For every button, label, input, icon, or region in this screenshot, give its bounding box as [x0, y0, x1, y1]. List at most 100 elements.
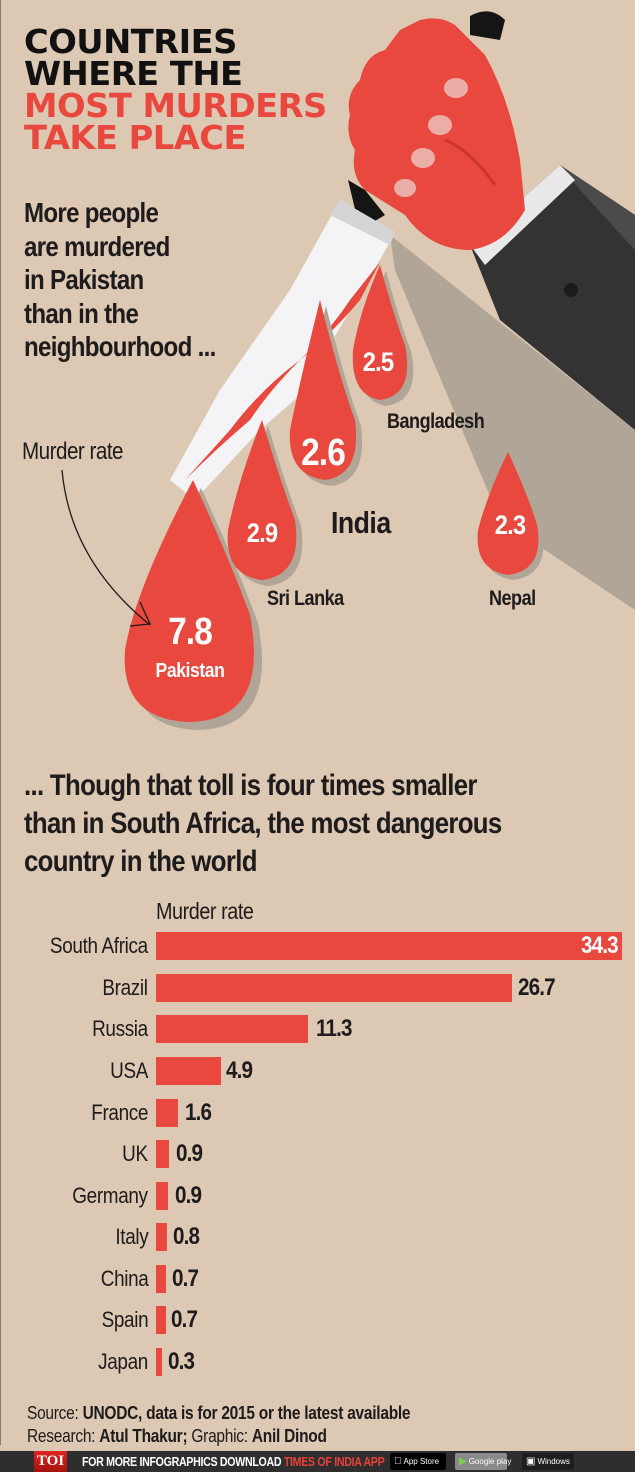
- bar: [156, 1015, 308, 1043]
- footer-banner: TOI FOR MORE INFOGRAPHICS DOWNLOAD TIMES…: [0, 1451, 635, 1472]
- section-headline: ... Though that toll is four times small…: [24, 767, 626, 881]
- source-line: Source: UNODC, data is for 2015 or the l…: [27, 1402, 411, 1425]
- bar-row: Russia 11.3: [0, 1014, 635, 1044]
- bar-value: 1.6: [185, 1099, 212, 1126]
- bar-category: South Africa: [50, 933, 148, 958]
- subtitle-line-5: neighbourhood ...: [24, 331, 216, 362]
- drop-value-nepal: 2.3: [494, 510, 526, 540]
- windows-phone-button[interactable]: ▣ Windows: [522, 1453, 574, 1470]
- left-border-rule: [0, 0, 1, 1445]
- bar-category: UK: [122, 1141, 148, 1166]
- research-line: Research: Atul Thakur; Graphic: Anil Din…: [27, 1425, 410, 1448]
- source-value: UNODC, data is for 2015 or the latest av…: [82, 1403, 411, 1423]
- bar-category: Russia: [92, 1016, 148, 1041]
- subtitle: More people are murdered in Pakistan tha…: [24, 196, 282, 364]
- drop-value-pakistan: 7.8: [168, 611, 213, 653]
- bar-category: Germany: [72, 1183, 149, 1208]
- bar-category: China: [100, 1266, 148, 1291]
- bar: [156, 1057, 221, 1085]
- drop-bangladesh: [352, 265, 408, 400]
- bar-value: 26.7: [518, 974, 556, 1001]
- drop-sri-lanka: [227, 420, 297, 580]
- murder-rate-annotation: Murder rate: [22, 438, 124, 465]
- research-label: Research:: [27, 1426, 100, 1446]
- bar-row: Spain 0.7: [0, 1305, 635, 1335]
- bar-category: Japan: [98, 1349, 148, 1374]
- bar: [156, 932, 622, 960]
- subtitle-line-2: are murdered: [24, 230, 170, 262]
- headline-line-2: than in South Africa, the most dangerous: [24, 807, 502, 840]
- bar-category: France: [91, 1100, 148, 1125]
- bar-value: 0.7: [172, 1265, 199, 1292]
- bar-value: 0.9: [175, 1182, 202, 1209]
- graphic-value: Anil Dinod: [251, 1426, 327, 1446]
- page-title: COUNTRIES WHERE THE MOST MURDERS TAKE PL…: [24, 22, 327, 157]
- toi-logo[interactable]: TOI: [34, 1451, 67, 1472]
- windows-phone-label: Windows: [537, 1457, 570, 1466]
- bar-category: Italy: [115, 1224, 148, 1249]
- bar-value: 34.3: [581, 932, 619, 959]
- sleeve-icon: [470, 165, 635, 430]
- footer-promo-text: FOR MORE INFOGRAPHICS DOWNLOAD: [82, 1454, 284, 1469]
- bar-row: South Africa 34.3: [0, 931, 635, 961]
- subtitle-line-1: More people: [24, 197, 159, 228]
- bar-value: 11.3: [316, 1015, 352, 1042]
- bar-value: 0.8: [173, 1223, 200, 1250]
- bar-value: 0.9: [176, 1140, 203, 1167]
- drop-country-sri-lanka: Sri Lanka: [267, 587, 344, 610]
- bar: [156, 974, 512, 1002]
- bar: [156, 1306, 166, 1334]
- bar: [156, 1182, 168, 1210]
- bar-row: UK 0.9: [0, 1139, 635, 1169]
- drop-value-bangladesh: 2.5: [362, 347, 394, 377]
- credits: Source: UNODC, data is for 2015 or the l…: [27, 1402, 411, 1448]
- drop-country-nepal: Nepal: [489, 587, 536, 610]
- windows-icon: ▣: [526, 1456, 536, 1467]
- research-value: Atul Thakur;: [99, 1426, 188, 1446]
- headline-line-3: country in the world: [24, 845, 257, 878]
- title-line-2: WHERE THE: [24, 54, 243, 93]
- google-play-button[interactable]: ▶ Google play: [455, 1453, 511, 1470]
- bar-row: USA 4.9: [0, 1056, 635, 1086]
- apple-icon: : [394, 1453, 402, 1470]
- subtitle-line-4: than in the: [24, 297, 139, 329]
- bar-row: China 0.7: [0, 1264, 635, 1294]
- bar-value: 4.9: [226, 1057, 253, 1084]
- app-store-label: App Store: [396, 1457, 440, 1466]
- title-line-3: MOST MURDERS: [24, 86, 327, 125]
- bar-row: Germany 0.9: [0, 1181, 635, 1211]
- drop-country-india: India: [331, 505, 391, 540]
- drop-pakistan: [124, 480, 255, 722]
- app-store-button[interactable]:  App Store: [390, 1453, 446, 1470]
- bar: [156, 1265, 166, 1293]
- drop-value-sri-lanka: 2.9: [246, 518, 278, 548]
- bar-category: USA: [110, 1058, 148, 1083]
- cufflink-icon: [564, 283, 578, 297]
- bar-category: Spain: [101, 1307, 148, 1332]
- drop-country-bangladesh: Bangladesh: [387, 410, 485, 433]
- bar: [156, 1099, 178, 1127]
- google-play-label: Google play: [468, 1457, 512, 1466]
- footer-app-name: TIMES OF INDIA APP: [283, 1454, 385, 1469]
- title-line-4: TAKE PLACE: [24, 118, 246, 157]
- play-icon: ▶: [459, 1456, 467, 1467]
- shirt-cuff: [470, 165, 575, 265]
- bar-row: Brazil 26.7: [0, 973, 635, 1003]
- bar-row: Italy 0.8: [0, 1222, 635, 1252]
- graphic-label: Graphic:: [187, 1426, 252, 1446]
- bar-value: 0.7: [171, 1306, 198, 1333]
- drop-value-india: 2.6: [301, 432, 346, 474]
- chart-title: Murder rate: [156, 898, 254, 924]
- footer-promo: FOR MORE INFOGRAPHICS DOWNLOAD TIMES OF …: [82, 1451, 385, 1472]
- drop-label-pakistan: Pakistan: [155, 660, 225, 682]
- bar-row: France 1.6: [0, 1098, 635, 1128]
- bar: [156, 1140, 169, 1168]
- bar: [156, 1348, 162, 1376]
- fist-icon: [348, 18, 525, 251]
- title-line-1: COUNTRIES: [24, 22, 237, 61]
- subtitle-line-3: in Pakistan: [24, 264, 144, 295]
- bar-value: 0.3: [168, 1348, 195, 1375]
- source-label: Source:: [27, 1403, 83, 1423]
- headline-line-1: ... Though that toll is four times small…: [24, 769, 477, 802]
- bar-row: Japan 0.3: [0, 1347, 635, 1377]
